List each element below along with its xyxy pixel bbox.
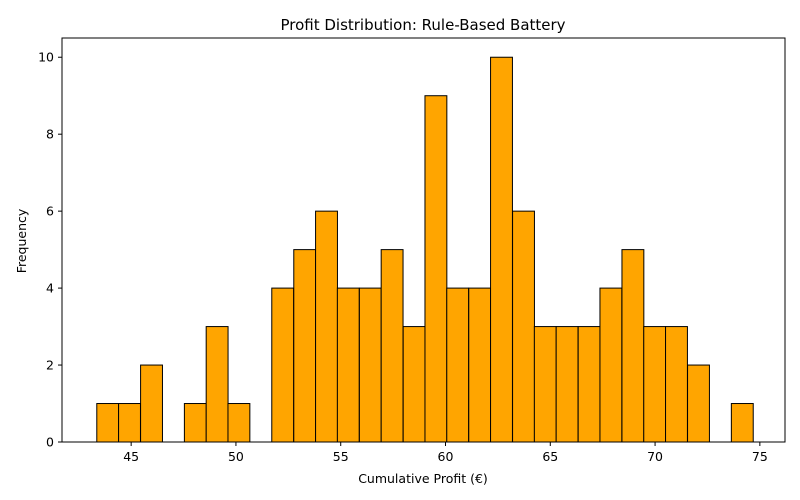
histogram-bar	[227, 403, 251, 443]
x-tick-label: 75	[752, 449, 768, 464]
histogram-bar	[512, 210, 535, 443]
histogram-bar	[555, 326, 579, 443]
histogram-bar	[140, 364, 163, 443]
histogram-bar	[424, 95, 448, 443]
histogram-bar	[336, 287, 360, 443]
histogram-bar	[271, 287, 295, 443]
x-tick-label: 45	[123, 449, 139, 464]
histogram-bar	[446, 287, 470, 443]
y-tick-label: 10	[38, 50, 54, 65]
histogram-bar	[665, 326, 688, 443]
histogram-bar	[293, 249, 317, 443]
x-tick-label: 60	[438, 449, 454, 464]
y-tick-label: 2	[46, 358, 54, 373]
x-tick-label: 65	[542, 449, 558, 464]
histogram-bar	[490, 56, 513, 443]
histogram-bar	[599, 287, 623, 443]
x-tick-label: 70	[647, 449, 663, 464]
histogram-bar	[533, 326, 557, 443]
y-axis-title: Frequency	[14, 208, 29, 273]
histogram-bar	[402, 326, 426, 443]
chart-title: Profit Distribution: Rule-Based Battery	[280, 16, 565, 34]
x-tick-label: 55	[333, 449, 349, 464]
y-tick-label: 0	[46, 435, 54, 450]
histogram-bar	[643, 326, 667, 443]
axes-group: 45 50 55 60 65 70 75 0 2 4 6 8 10	[38, 37, 786, 464]
histogram-bar	[621, 249, 645, 443]
y-tick-label: 4	[46, 281, 54, 296]
plot-frame	[61, 37, 786, 443]
histogram-bar	[577, 326, 601, 443]
histogram-bar	[358, 287, 382, 443]
histogram-bar	[730, 403, 754, 443]
histogram-bar	[118, 403, 141, 443]
bars-group	[96, 56, 754, 443]
histogram-bar	[183, 403, 207, 443]
histogram-bar	[315, 210, 338, 443]
histogram-bar	[96, 403, 120, 443]
x-tick-label: 50	[228, 449, 244, 464]
histogram-bar	[468, 287, 492, 443]
histogram-bar	[380, 249, 404, 443]
x-axis-title: Cumulative Profit (€)	[358, 471, 488, 486]
y-tick-label: 6	[46, 204, 54, 219]
y-tick-label: 8	[46, 127, 54, 142]
histogram-bar	[205, 326, 229, 443]
histogram-bar	[687, 364, 710, 443]
